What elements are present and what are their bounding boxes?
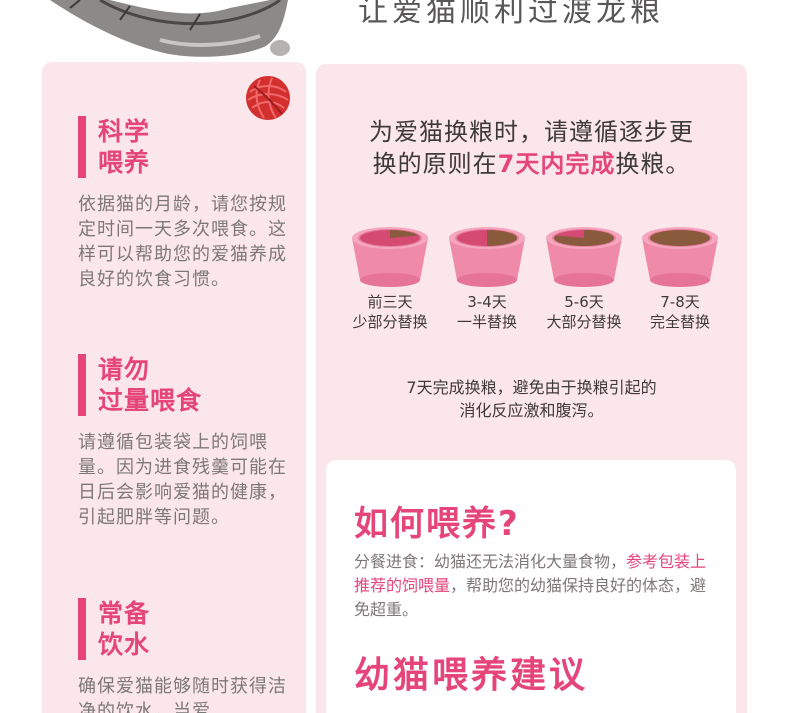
cat-image [50,0,290,57]
stage-label: 5-6天大部分替换 [529,292,639,332]
tip-title: 请勿 过量喂食 [98,355,203,415]
stage-label: 前三天 少部分替换 [335,292,445,332]
food-bowl-icon [352,227,428,287]
feeding-card: 如何喂养? 分餐进食：幼猫还无法消化大量食物，参考包装上推荐的饲喂量，帮助您的幼… [326,460,736,713]
tip-text: 确保爱猫能够随时获得洁净的饮水，当爱 [78,676,287,713]
transition-panel: 为爱猫换粮时，请遵循逐步更 换的原则在7天内完成换粮。 前三天 少部分替换 3-4天… [316,64,747,713]
tip-text: 请遵循包装袋上的饲喂量。因为进食残羹可能在日后会影响爱猫的健康，引起肥胖等问题。 [78,432,287,528]
food-bowl-icon [642,227,718,287]
tip-no-overfeeding: 请勿 过量喂食 请遵循包装袋上的饲喂量。因为进食残羹可能在日后会影响爱猫的健康，… [78,354,298,530]
transition-note: 7天完成换粮，避免由于换粮引起的 消化反应激和腹泻。 [406,378,657,420]
stage-days: 3-4天 [467,293,507,311]
yarn-ball-icon [246,76,290,120]
stage-desc: 少部分替换 [352,313,428,331]
feeding-text: 分餐进食：幼猫还无法消化大量食物，参考包装上推荐的饲喂量，帮助您的幼猫保持良好的… [354,552,707,619]
tip-title: 科学 喂养 [98,117,151,177]
stage-days: 前三天 [367,293,413,311]
stage-label: 3-4天一半替换 [432,292,542,332]
stage-days: 7-8天 [660,293,700,311]
stage-desc: 大部分替换 [546,313,622,331]
tip-title: 常备 饮水 [98,599,151,659]
stage-desc: 完全替换 [649,313,710,331]
kitten-feeding-advice-title: 幼猫喂养建议 [354,655,589,696]
feeding-title: 如何喂养? [354,504,520,544]
stage-days: 5-6天 [564,293,604,311]
transition-intro: 为爱猫换粮时，请遵循逐步更 换的原则在7天内完成换粮。 [369,118,694,178]
tip-scientific-feeding: 科学 喂养 依据猫的月龄，请您按规定时间一天多次喂食。这样可以帮助您的爱猫养成良… [78,116,298,292]
stage-label: 7-8天完全替换 [625,292,735,332]
food-bowl-icon [546,227,622,287]
tip-text: 依据猫的月龄，请您按规定时间一天多次喂食。这样可以帮助您的爱猫养成良好的饮食习惯… [78,194,287,290]
tip-water: 常备 饮水 确保爱猫能够随时获得洁净的饮水，当爱 [78,598,298,713]
page-title: 让爱猫顺利过渡龙粮 [358,0,664,29]
accent-bar [78,598,86,660]
accent-bar [78,354,86,416]
stage-desc: 一半替换 [456,313,517,331]
food-bowl-icon [449,227,525,287]
tips-panel: 科学 喂养 依据猫的月龄，请您按规定时间一天多次喂食。这样可以帮助您的爱猫养成良… [42,62,306,713]
accent-bar [78,116,86,178]
highlight-7-days: 7天内完成 [497,150,616,178]
